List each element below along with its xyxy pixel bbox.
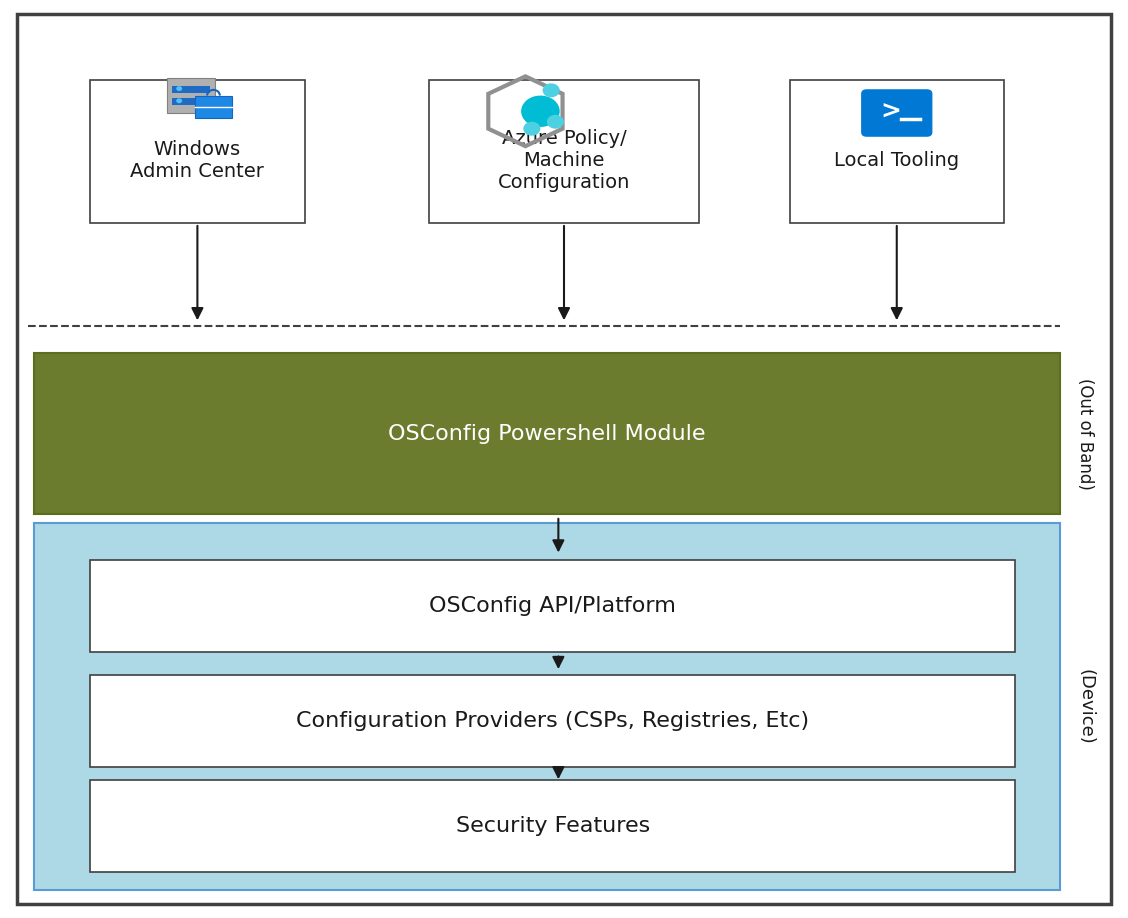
FancyBboxPatch shape [173,85,210,93]
FancyBboxPatch shape [195,95,231,118]
FancyBboxPatch shape [90,560,1015,652]
FancyBboxPatch shape [790,81,1004,223]
FancyBboxPatch shape [173,98,210,105]
Circle shape [521,95,559,127]
Text: Security Features: Security Features [456,816,650,836]
Text: Windows
Admin Center: Windows Admin Center [131,140,264,181]
FancyBboxPatch shape [34,353,1060,514]
FancyBboxPatch shape [90,675,1015,767]
FancyBboxPatch shape [90,81,305,223]
Text: >: > [880,99,901,123]
Text: OSConfig Powershell Module: OSConfig Powershell Module [388,424,706,443]
FancyBboxPatch shape [17,14,1111,904]
Circle shape [547,115,564,129]
Text: OSConfig API/Platform: OSConfig API/Platform [430,596,676,616]
FancyBboxPatch shape [429,81,699,223]
Circle shape [176,98,183,103]
FancyBboxPatch shape [34,523,1060,890]
Text: Local Tooling: Local Tooling [835,151,959,170]
Text: (Device): (Device) [1076,669,1094,744]
Text: Azure Policy/
Machine
Configuration: Azure Policy/ Machine Configuration [497,129,631,192]
Circle shape [176,86,183,91]
FancyBboxPatch shape [90,780,1015,872]
FancyBboxPatch shape [861,89,933,137]
Text: Configuration Providers (CSPs, Registries, Etc): Configuration Providers (CSPs, Registrie… [297,711,809,731]
Circle shape [543,84,559,97]
FancyBboxPatch shape [167,78,214,113]
Text: (Out of Band): (Out of Band) [1076,378,1094,489]
Circle shape [523,122,540,136]
